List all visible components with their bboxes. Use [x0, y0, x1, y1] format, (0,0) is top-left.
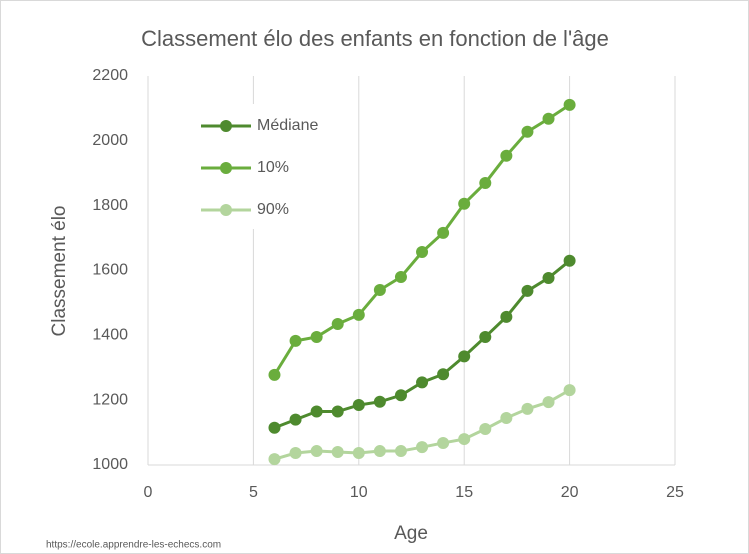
data-point [289, 334, 302, 347]
data-point [310, 330, 323, 343]
data-point [521, 284, 534, 297]
data-point [458, 433, 471, 446]
y-tick-label: 1800 [92, 197, 128, 214]
data-point [352, 447, 365, 460]
x-tick-label: 25 [666, 484, 684, 501]
y-tick-label: 1400 [92, 327, 128, 344]
data-point [331, 446, 344, 459]
data-point [500, 411, 513, 424]
data-point [310, 405, 323, 418]
data-point [416, 246, 429, 259]
legend-label: 10% [257, 159, 289, 176]
legend-marker [220, 204, 232, 216]
source-note: https://ecole.apprendre-les-echecs.com [46, 540, 221, 551]
legend-label: 90% [257, 201, 289, 218]
data-point [521, 125, 534, 138]
x-tick-label: 20 [561, 484, 579, 501]
data-point [500, 310, 513, 323]
data-point [437, 226, 450, 239]
data-point [437, 368, 450, 381]
y-axis-label: Classement élo [49, 206, 70, 337]
legend-marker [220, 162, 232, 174]
data-point [500, 149, 513, 162]
data-point [268, 421, 281, 434]
data-point [458, 197, 471, 210]
data-point [394, 389, 407, 402]
chart-title: Classement élo des enfants en fonction d… [141, 26, 609, 51]
data-point [352, 308, 365, 321]
x-tick-label: 5 [249, 484, 258, 501]
data-point [373, 283, 386, 296]
data-point [268, 453, 281, 466]
y-tick-label: 1600 [92, 262, 128, 279]
legend-marker [220, 120, 232, 132]
data-point [479, 330, 492, 343]
data-point [542, 396, 555, 409]
data-point [373, 395, 386, 408]
x-axis-label: Age [394, 523, 428, 544]
data-point [352, 399, 365, 412]
data-point [458, 350, 471, 363]
data-point [268, 368, 281, 381]
data-point [563, 254, 576, 267]
y-tick-label: 2200 [92, 67, 128, 84]
data-point [331, 405, 344, 418]
legend-label: Médiane [257, 117, 318, 134]
y-tick-label: 1000 [92, 456, 128, 473]
x-tick-label: 0 [144, 484, 153, 501]
data-point [373, 445, 386, 458]
data-point [521, 402, 534, 415]
data-point [394, 445, 407, 458]
data-point [331, 317, 344, 330]
data-point [542, 112, 555, 125]
data-point [416, 376, 429, 389]
y-tick-label: 1200 [92, 391, 128, 408]
data-point [542, 271, 555, 284]
data-point [289, 413, 302, 426]
data-point [416, 441, 429, 454]
data-point [437, 436, 450, 449]
x-tick-label: 15 [455, 484, 473, 501]
x-tick-label: 10 [350, 484, 368, 501]
data-point [310, 445, 323, 458]
data-point [289, 447, 302, 460]
data-point [563, 98, 576, 111]
data-point [394, 270, 407, 283]
data-point [479, 423, 492, 436]
data-point [563, 384, 576, 397]
data-point [479, 176, 492, 189]
y-tick-label: 2000 [92, 132, 128, 149]
